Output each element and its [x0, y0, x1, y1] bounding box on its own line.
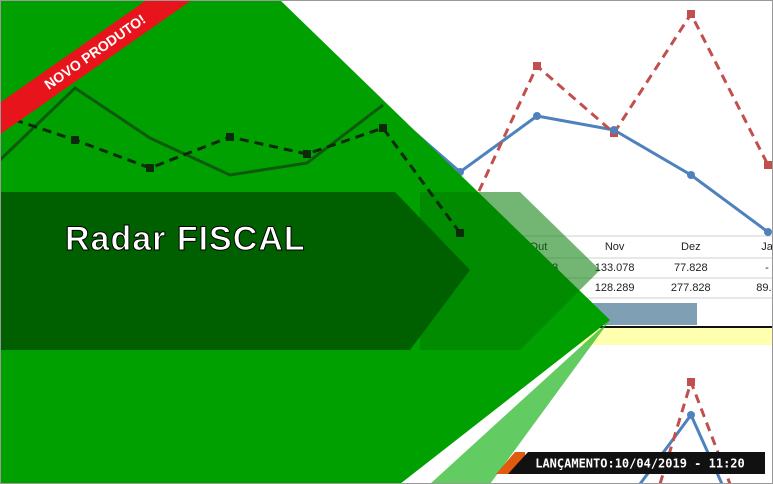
- table-cell: 128.289: [595, 282, 635, 294]
- launch-text: LANÇAMENTO:10/04/2019 - 11:20: [535, 457, 745, 471]
- table-cell: -: [765, 262, 769, 274]
- column-header: Dez: [681, 241, 701, 253]
- banner-title: Radar FISCAL: [65, 220, 306, 258]
- table-cell: 277.828: [671, 282, 711, 294]
- highlight-band: [575, 327, 773, 345]
- title-band: [0, 192, 470, 350]
- column-header: Nov: [605, 241, 625, 253]
- table-cell: 133.078: [595, 262, 635, 274]
- table-cell: 77.828: [674, 262, 708, 274]
- green-line: [0, 86, 384, 177]
- blue-line: [382, 103, 769, 234]
- dashed-markers: [71, 124, 464, 237]
- table-cell: 89.4: [756, 282, 773, 294]
- launch-box: [508, 452, 765, 474]
- blue-markers: [456, 112, 772, 419]
- band-arrow: [420, 192, 600, 350]
- green-accent: [430, 320, 610, 484]
- column-header: Ja: [761, 241, 773, 253]
